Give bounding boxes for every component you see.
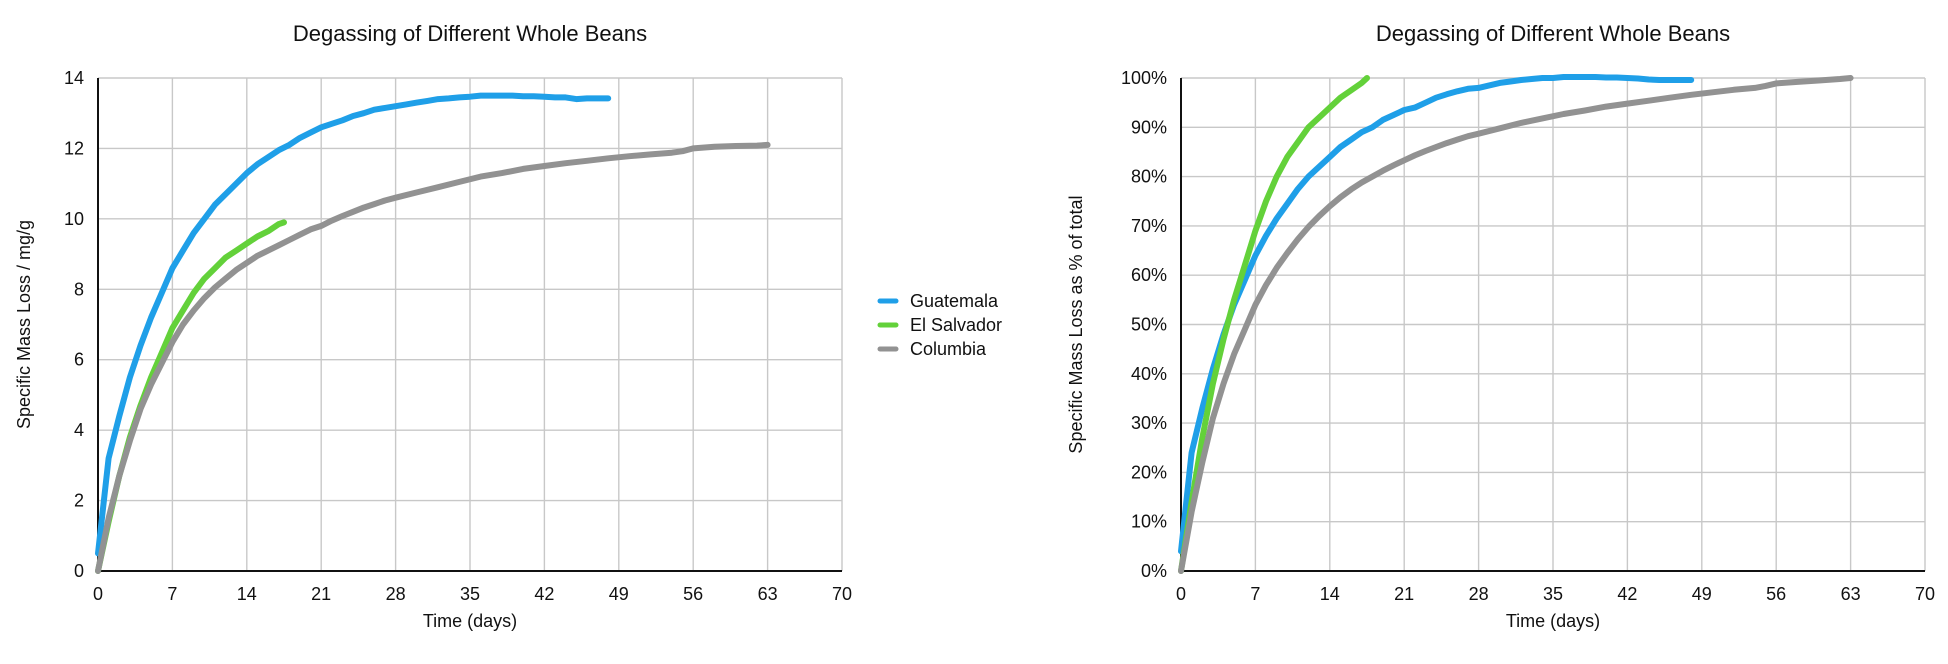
series-line-guatemala xyxy=(1178,74,1695,555)
x-tick-label: 49 xyxy=(609,584,629,604)
x-axis-label: Time (days) xyxy=(423,611,517,631)
x-tick-label: 21 xyxy=(311,584,331,604)
y-tick-label: 0% xyxy=(1141,561,1167,581)
series-line-columbia xyxy=(95,141,771,574)
x-tick-label: 63 xyxy=(1841,584,1861,604)
legend: Guatemala El Salvador Columbia xyxy=(877,291,1002,359)
y-tick-label: 2 xyxy=(74,491,84,511)
y-tick-label: 100% xyxy=(1121,68,1167,88)
series-line-columbia xyxy=(1178,75,1854,574)
x-tick-label: 49 xyxy=(1692,584,1712,604)
y-tick-label: 50% xyxy=(1131,315,1167,335)
x-tick-label: 14 xyxy=(1320,584,1340,604)
series-line-guatemala xyxy=(95,92,612,557)
x-tick-label: 35 xyxy=(1543,584,1563,604)
x-tick-label: 0 xyxy=(93,584,103,604)
y-tick-label: 60% xyxy=(1131,265,1167,285)
y-axis-label: Specific Mass Loss / mg/g xyxy=(14,220,34,429)
y-tick-label: 10% xyxy=(1131,512,1167,532)
y-tick-label: 4 xyxy=(74,420,84,440)
x-axis-label: Time (days) xyxy=(1506,611,1600,631)
x-tick-label: 21 xyxy=(1394,584,1414,604)
x-tick-label: 28 xyxy=(1469,584,1489,604)
y-tick-label: 90% xyxy=(1131,117,1167,137)
y-axis-label: Specific Mass Loss as % of total xyxy=(1066,195,1086,453)
y-tick-label: 40% xyxy=(1131,364,1167,384)
x-tick-label: 7 xyxy=(1250,584,1260,604)
legend-label-guatemala: Guatemala xyxy=(910,291,999,311)
y-tick-label: 14 xyxy=(64,68,84,88)
x-tick-label: 42 xyxy=(534,584,554,604)
legend-label-el-salvador: El Salvador xyxy=(910,315,1002,335)
x-tick-label: 56 xyxy=(683,584,703,604)
x-tick-label: 63 xyxy=(758,584,778,604)
y-tick-label: 12 xyxy=(64,138,84,158)
chart-mass-loss-percent: Degassing of Different Whole Beans 0 7 14 21… xyxy=(1066,21,1935,631)
y-tick-label: 10 xyxy=(64,209,84,229)
x-tick-label: 56 xyxy=(1766,584,1786,604)
y-tick-label: 30% xyxy=(1131,413,1167,433)
x-tick-label: 7 xyxy=(167,584,177,604)
x-tick-label: 0 xyxy=(1176,584,1186,604)
x-tick-label: 70 xyxy=(1915,584,1935,604)
y-tick-label: 0 xyxy=(74,561,84,581)
y-tick-label: 80% xyxy=(1131,167,1167,187)
x-tick-label: 28 xyxy=(386,584,406,604)
x-tick-label: 42 xyxy=(1617,584,1637,604)
x-tick-label: 35 xyxy=(460,584,480,604)
y-tick-label: 8 xyxy=(74,279,84,299)
y-tick-label: 20% xyxy=(1131,462,1167,482)
x-tick-label: 70 xyxy=(832,584,852,604)
legend-label-columbia: Columbia xyxy=(910,339,987,359)
y-tick-label: 6 xyxy=(74,350,84,370)
y-tick-label: 70% xyxy=(1131,216,1167,236)
series-line-el-salvador xyxy=(1178,75,1370,574)
chart-title: Degassing of Different Whole Beans xyxy=(1376,21,1730,46)
x-tick-label: 14 xyxy=(237,584,257,604)
chart-title: Degassing of Different Whole Beans xyxy=(293,21,647,46)
